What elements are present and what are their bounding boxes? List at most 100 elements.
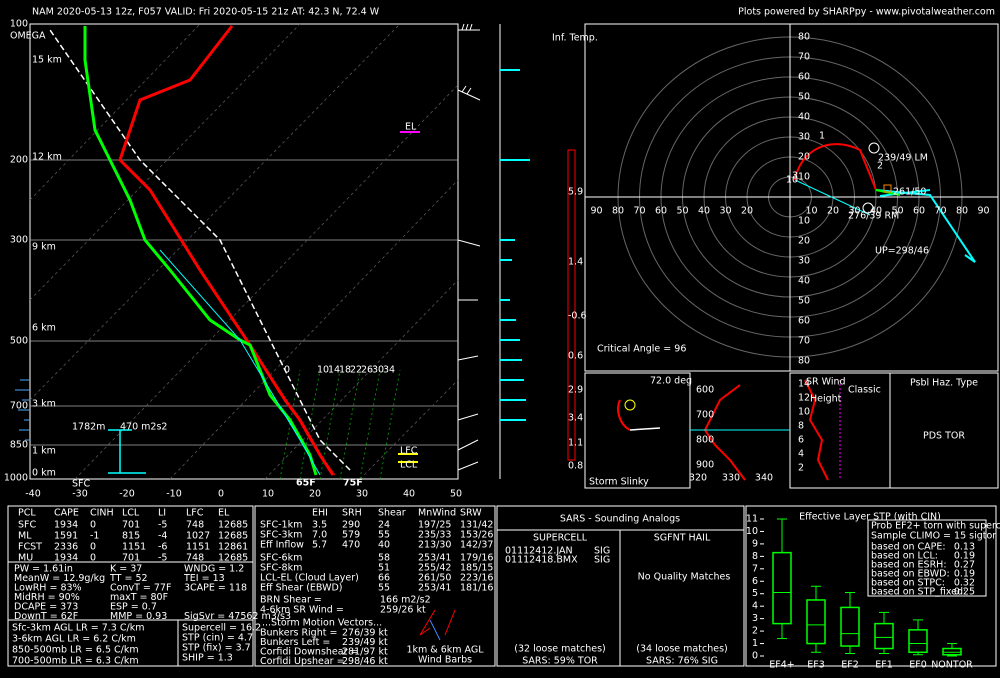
lapse-rate: 700-500mb LR = 6.3 C/km (12, 656, 139, 667)
hodo-y-label: 40 (798, 276, 810, 287)
parcel-header: CINH (90, 508, 114, 519)
height-label: 0 km (32, 468, 56, 479)
index-cell: DCAPE = 373 (14, 602, 78, 613)
kin-cell: 51 (378, 563, 390, 574)
stp-climo: Sample CLIMO = 15 sigtor (871, 531, 996, 542)
kin-header: SRH (342, 508, 362, 519)
lapse-rate: Sfc-3km AGL LR = 7.3 C/km (12, 623, 144, 634)
hodo-x-label: 20 (741, 206, 753, 217)
stp-box (942, 647, 962, 656)
index-cell: 3CAPE = 118 (184, 583, 247, 594)
temp-label: -20 (119, 489, 135, 500)
kin-cell: 197/25 (418, 520, 451, 531)
kin-cell: 181/16 (460, 583, 493, 594)
lapse-rate: 850-500mb LR = 6.5 C/km (12, 645, 139, 656)
stp-prob-value: 0.25 (954, 587, 975, 598)
parcel-cell: SFC (18, 520, 36, 531)
parcel-cell: -4 (158, 531, 167, 542)
temp-label: 50 (450, 489, 462, 500)
parcel-header: PCL (18, 508, 36, 519)
rm-marker (862, 202, 874, 214)
hodo-x-label: 90 (977, 206, 989, 217)
kinematic-barbs (419, 609, 456, 636)
kin-cell: 470 (342, 540, 360, 551)
stp-y-tick: 4 (752, 601, 758, 612)
parcel-cell: 12685 (218, 520, 248, 531)
mixing-label: 14 (328, 365, 340, 376)
sr-wind-classic: Classic (848, 385, 881, 396)
omega-label: OMEGA (10, 31, 46, 42)
composite: Supercell = 16.2 (182, 623, 261, 634)
hodo-y-label: 50 (798, 92, 810, 103)
height-label: 9 km (32, 242, 56, 253)
stp-category: EF4+ (769, 660, 794, 671)
kin-cell: SFC-1km (260, 520, 302, 531)
index-cell: MMP = 0.93 (110, 611, 167, 622)
stp-box (806, 599, 826, 645)
hazard-title: Psbl Haz. Type (910, 378, 978, 389)
temp-label: 0 (218, 489, 224, 500)
index-cell: WNDG = 1.2 (184, 564, 244, 575)
parcel-cell: -5 (158, 553, 167, 564)
hodo-point: 10 (786, 175, 798, 186)
motion-value: 281/97 kt (342, 647, 388, 658)
theta-tick: 330 (722, 473, 740, 484)
kin-cell: 253/41 (418, 583, 451, 594)
sr-height-tick: 2 (798, 463, 804, 474)
stp-prob-value: 0.27 (954, 560, 975, 571)
kin-cell: 55 (378, 530, 390, 541)
inf-temp-label: 0.6 (568, 351, 583, 362)
parcel-cell: 1934 (54, 520, 78, 531)
parcel-cell: 815 (122, 531, 140, 542)
kin-extra-value: 166 m2/s2 (380, 595, 431, 606)
kin-cell: 185/15 (460, 563, 493, 574)
index-cell: DownT = 62F (14, 611, 78, 622)
wind-barbs (457, 23, 481, 471)
inflow-layer (108, 429, 146, 474)
sars-hail: SGFNT HAIL (654, 533, 711, 544)
hodograph-rings (585, 24, 998, 371)
kin-cell: LCL-EL (Cloud Layer) (260, 573, 359, 584)
parcel-cell: -1 (90, 531, 99, 542)
kin-cell: 3.5 (312, 520, 327, 531)
lfc-lcl-marks (398, 453, 418, 463)
parcel-cell: 1591 (54, 531, 78, 542)
kin-cell: 255/42 (418, 563, 451, 574)
hodo-y-label: 80 (798, 32, 810, 43)
kin-cell: SFC-3km (260, 530, 302, 541)
mean-wind: 261/50 (893, 187, 926, 198)
inflow-depth: 1782m (72, 422, 105, 433)
stp-box (908, 629, 928, 654)
hodo-y-label: 30 (798, 132, 810, 143)
pressure-label: 700 (10, 401, 28, 412)
mixing-label: 34 (383, 365, 395, 376)
hodo-y-label: 80 (798, 356, 810, 367)
slinky-arc (617, 399, 631, 431)
sars-no-hail: No Quality Matches (638, 572, 731, 583)
composite: SHIP = 1.3 (182, 653, 233, 664)
kin-cell: 24 (378, 520, 390, 531)
wetbulb (159, 249, 321, 476)
pressure-label: 100 (10, 19, 28, 30)
sars-match-type: SIG (594, 546, 610, 557)
height-label: 1 km (32, 446, 56, 457)
stp-category: EF1 (875, 660, 893, 671)
sars-supercell: SUPERCELL (533, 533, 588, 544)
kin-cell: 213/30 (418, 540, 451, 551)
barb-caption: 1km & 6km AGL (406, 645, 484, 656)
kin-header: MnWind (418, 508, 456, 519)
height-label: 12 km (32, 152, 62, 163)
kin-header: SRW (460, 508, 482, 519)
hodograph-trace (794, 143, 877, 191)
parcel-cell: -5 (158, 520, 167, 531)
parcel-cell: -6 (158, 542, 167, 553)
hodo-x-label: 20 (827, 206, 839, 217)
kin-cell: 58 (378, 553, 390, 564)
lm-marker (868, 142, 880, 154)
inf-temp-label: 0.8 (568, 461, 583, 472)
index-cell: LowRH = 83% (14, 583, 82, 594)
sr-height-tick: 14 (798, 379, 810, 390)
pressure-tick: 700 (696, 410, 714, 421)
hodo-x-label: 80 (612, 206, 624, 217)
sr-height-tick: 8 (798, 421, 804, 432)
